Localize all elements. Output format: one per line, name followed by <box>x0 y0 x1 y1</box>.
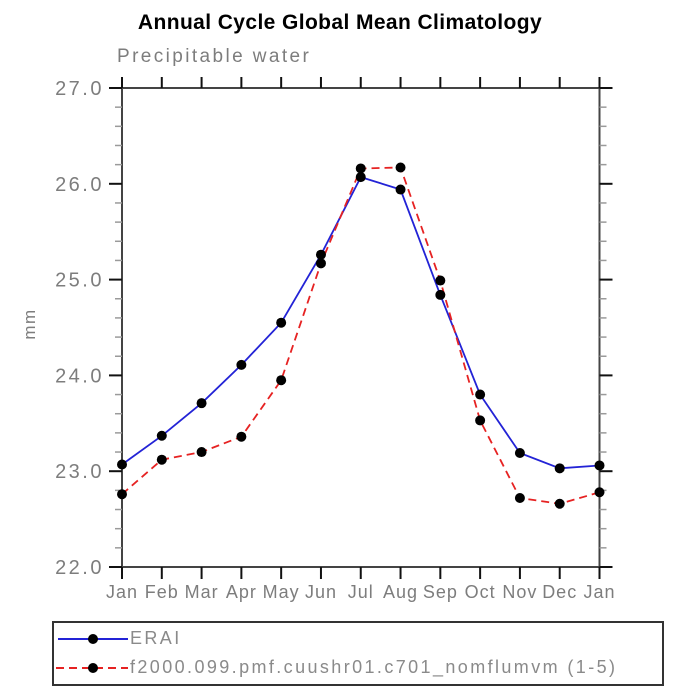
data-point-1 <box>315 258 326 269</box>
y-tick-label: 24.0 <box>55 365 104 387</box>
data-point-0 <box>236 359 247 370</box>
plot-frame <box>121 87 601 568</box>
x-tick-label: Feb <box>145 582 179 602</box>
data-point-0 <box>594 460 605 471</box>
data-point-0 <box>514 447 525 458</box>
legend-item-model-run: f2000.099.pmf.cuushr01.c701_nomflumvm (1… <box>54 654 662 682</box>
data-point-0 <box>276 317 287 328</box>
x-tick-label: Aug <box>383 582 418 602</box>
data-point-0 <box>554 463 565 474</box>
series-line-0 <box>121 176 600 470</box>
data-point-1 <box>355 163 366 174</box>
data-point-1 <box>395 162 406 173</box>
data-point-1 <box>236 431 247 442</box>
y-tick-label: 22.0 <box>55 557 104 579</box>
data-point-0 <box>355 172 366 183</box>
x-tick-label: Mar <box>185 582 219 602</box>
data-point-0 <box>196 398 207 409</box>
data-point-1 <box>435 275 446 286</box>
data-point-0 <box>156 430 167 441</box>
x-tick-label: Jan <box>583 582 615 602</box>
data-point-0 <box>475 389 486 400</box>
data-point-1 <box>196 447 207 458</box>
x-tick-label: Jun <box>305 582 337 602</box>
x-tick-label: May <box>263 582 300 602</box>
y-tick-label: 27.0 <box>55 78 104 100</box>
data-point-1 <box>554 498 565 509</box>
chart-subtitle: Precipitable water <box>117 46 312 67</box>
data-point-1 <box>475 415 486 426</box>
legend-box: ERAI f2000.099.pmf.cuushr01.c701_nomflum… <box>52 621 664 686</box>
x-tick-label: Jan <box>106 582 138 602</box>
y-tick-label: 26.0 <box>55 174 104 196</box>
series-line-1 <box>121 166 600 505</box>
data-point-1 <box>276 375 287 386</box>
legend-item-erai: ERAI <box>54 625 662 653</box>
data-point-1 <box>117 489 127 500</box>
data-point-1 <box>156 454 167 465</box>
x-tick-label: Apr <box>226 582 257 602</box>
x-tick-label: Nov <box>502 582 537 602</box>
x-tick-label: Jul <box>348 582 374 602</box>
x-tick-label: Dec <box>542 582 577 602</box>
y-axis-title: mm <box>20 308 39 340</box>
legend-line-sample-solid <box>58 633 128 644</box>
data-point-1 <box>594 487 605 498</box>
x-tick-label: Oct <box>465 582 496 602</box>
data-point-0 <box>435 289 446 300</box>
data-point-0 <box>315 249 326 260</box>
legend-line-sample-dashed <box>56 662 128 673</box>
data-point-1 <box>514 493 525 504</box>
y-tick-label: 23.0 <box>55 461 104 483</box>
x-tick-label: Sep <box>423 582 458 602</box>
legend-label-erai: ERAI <box>130 628 182 648</box>
y-tick-label: 25.0 <box>55 270 104 292</box>
data-point-0 <box>117 459 127 470</box>
page-title: Annual Cycle Global Mean Climatology <box>137 11 543 34</box>
data-point-0 <box>395 184 406 195</box>
legend-label-model-run: f2000.099.pmf.cuushr01.c701_nomflumvm (1… <box>130 657 618 677</box>
